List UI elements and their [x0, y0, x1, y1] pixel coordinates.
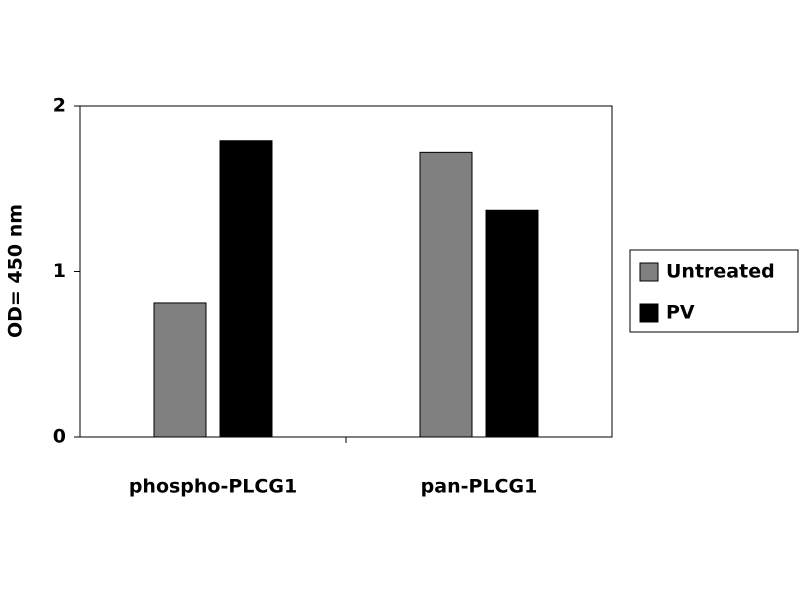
bar — [219, 140, 273, 438]
bar — [153, 302, 207, 438]
y-tick-label: 2 — [53, 95, 66, 117]
legend-swatch — [639, 262, 659, 282]
y-tick-label: 1 — [53, 260, 66, 282]
bar — [485, 209, 539, 438]
legend-swatch — [639, 303, 659, 323]
legend-label: Untreated — [666, 261, 775, 283]
bar — [419, 151, 473, 438]
y-tick-label: 0 — [53, 426, 66, 448]
x-tick-label: pan-PLCG1 — [421, 476, 538, 498]
y-axis-label: OD= 450 nm — [5, 204, 27, 338]
legend-label: PV — [666, 302, 695, 324]
x-tick-label: phospho-PLCG1 — [129, 476, 297, 498]
